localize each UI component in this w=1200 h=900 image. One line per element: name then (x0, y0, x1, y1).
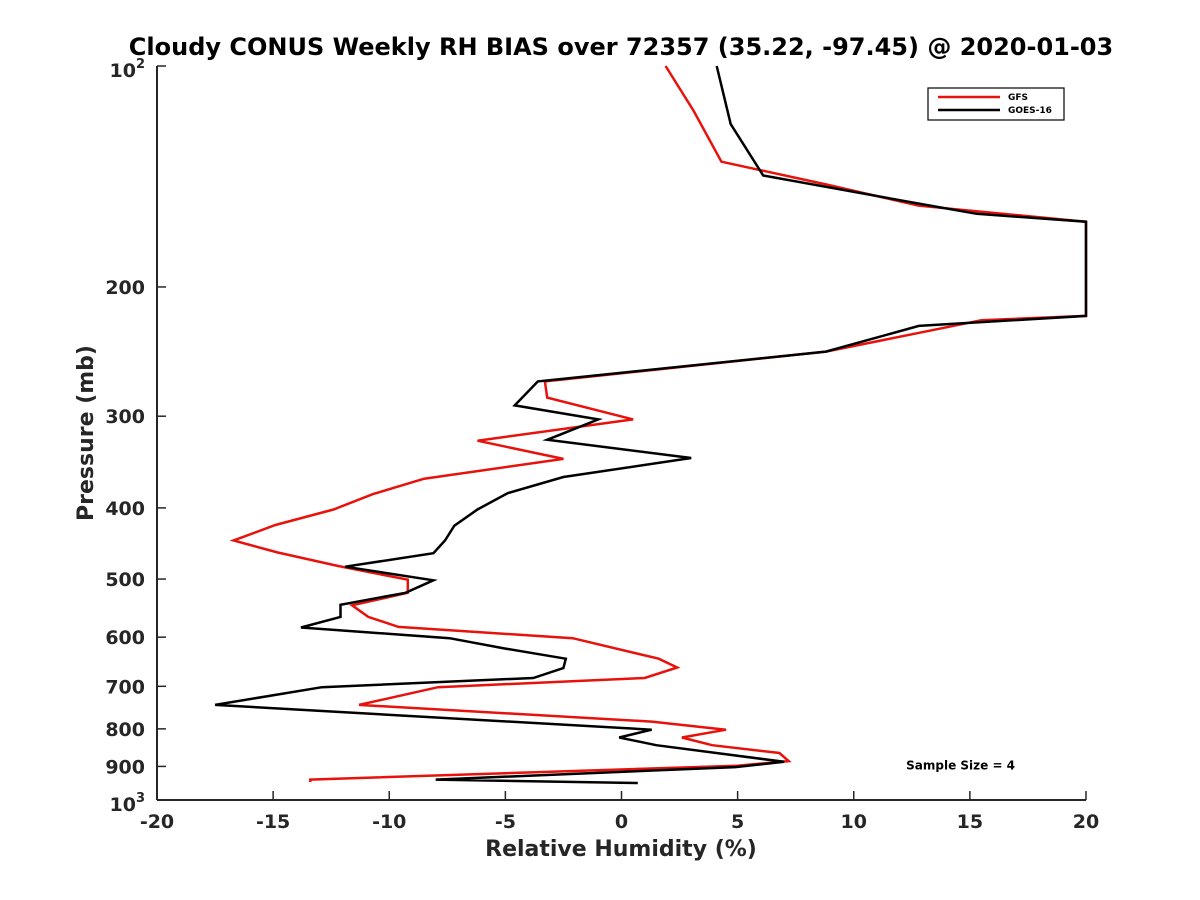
x-tick-label: -5 (495, 811, 516, 833)
y-tick-label: 800 (105, 719, 145, 741)
legend-label-gfs: GFS (1008, 93, 1028, 103)
chart-title: Cloudy CONUS Weekly RH BIAS over 72357 (… (129, 33, 1113, 61)
y-tick-label: 300 (105, 406, 145, 428)
x-axis-label: Relative Humidity (%) (485, 837, 757, 862)
legend: GFS GOES-16 (927, 87, 1065, 121)
x-tick-label: 0 (615, 811, 628, 833)
y-tick-label: 200 (105, 277, 145, 299)
x-tick-label: 15 (957, 811, 983, 833)
x-axis-ticks: -20 -15 -10 -5 0 5 10 15 20 (140, 791, 1099, 833)
y-tick-label: 900 (105, 756, 145, 778)
y-tick-label: 600 (105, 627, 145, 649)
series-line-goes-16 (214, 65, 1088, 785)
series-line-gfs (229, 65, 1088, 782)
x-tick-label: -20 (140, 811, 174, 833)
x-tick-label: 20 (1073, 811, 1099, 833)
x-tick-label: -15 (256, 811, 290, 833)
y-tick-label: 500 (105, 569, 145, 591)
legend-box (927, 87, 1065, 121)
y-axis-label: Pressure (mb) (74, 345, 99, 521)
y-axis-ticks: 102 200 300 400 500 600 700 800 900 103 (105, 57, 166, 816)
y-tick-label: 700 (105, 676, 145, 698)
plot-area: -20 -15 -10 -5 0 5 10 15 20 102 200 300 400 500 600 70… (105, 57, 1099, 833)
y-tick-label: 400 (105, 498, 145, 520)
legend-label-goes-16: GOES-16 (1008, 106, 1052, 116)
y-tick-label: 102 (110, 57, 146, 82)
x-tick-label: 10 (841, 811, 867, 833)
y-tick-label: 103 (110, 791, 146, 816)
series-layer (214, 65, 1088, 785)
sample-size-annotation: Sample Size = 4 (906, 759, 1015, 773)
x-tick-label: -10 (372, 811, 406, 833)
x-tick-label: 5 (731, 811, 744, 833)
